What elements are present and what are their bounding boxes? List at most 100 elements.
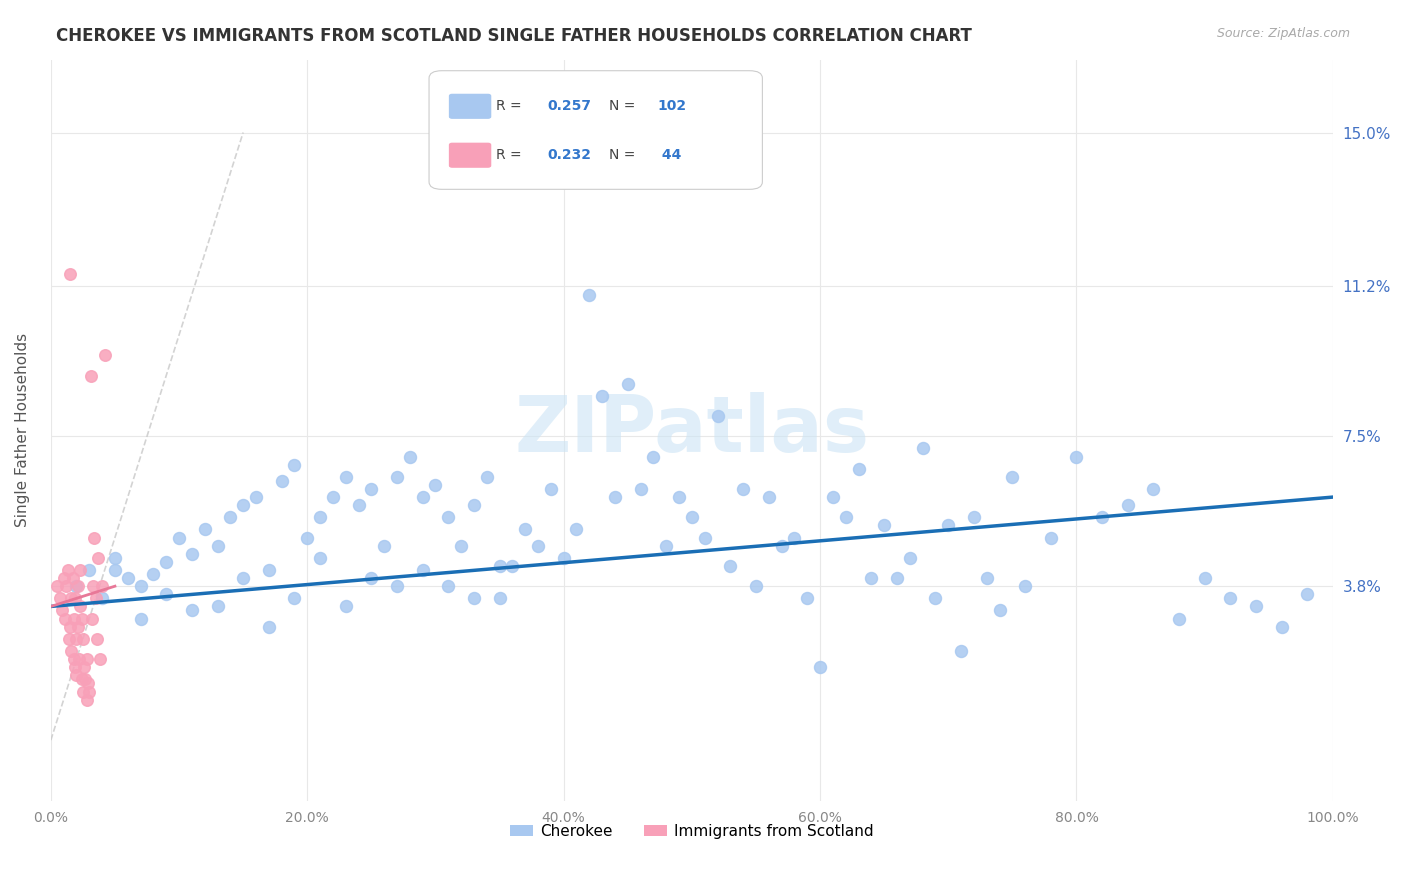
Point <box>52 571 75 585</box>
Y-axis label: Single Father Households: Single Father Households <box>15 334 30 527</box>
Point <box>335 599 357 614</box>
Point <box>385 579 408 593</box>
Point <box>796 591 818 606</box>
Point <box>643 450 665 464</box>
FancyBboxPatch shape <box>450 144 491 167</box>
Point <box>117 571 139 585</box>
Point <box>335 470 357 484</box>
Point <box>591 389 613 403</box>
Point <box>450 539 472 553</box>
Point <box>155 555 177 569</box>
Point <box>848 461 870 475</box>
Point <box>488 558 510 573</box>
Point <box>347 498 370 512</box>
Point <box>950 644 973 658</box>
Point <box>59 620 82 634</box>
Point <box>745 579 768 593</box>
Point <box>86 632 108 646</box>
Point <box>1066 450 1088 464</box>
Point <box>69 599 91 614</box>
Point <box>540 482 562 496</box>
Point <box>83 531 105 545</box>
Point <box>66 579 89 593</box>
Point <box>69 563 91 577</box>
Point <box>630 482 652 496</box>
Point <box>219 510 242 524</box>
Text: CHEROKEE VS IMMIGRANTS FROM SCOTLAND SINGLE FATHER HOUSEHOLDS CORRELATION CHART: CHEROKEE VS IMMIGRANTS FROM SCOTLAND SIN… <box>56 27 972 45</box>
Text: Source: ZipAtlas.com: Source: ZipAtlas.com <box>1216 27 1350 40</box>
Point <box>437 510 460 524</box>
Point <box>180 603 202 617</box>
Point <box>668 490 690 504</box>
Point <box>142 567 165 582</box>
Point <box>770 539 793 553</box>
Point <box>91 579 114 593</box>
Point <box>412 563 434 577</box>
Point <box>297 531 319 545</box>
Point <box>578 287 600 301</box>
Point <box>873 518 896 533</box>
Point <box>72 684 94 698</box>
Point <box>373 539 395 553</box>
Point <box>1244 599 1267 614</box>
Point <box>501 558 523 573</box>
Point <box>322 490 344 504</box>
Point <box>860 571 883 585</box>
Point <box>65 632 87 646</box>
Text: N =: N = <box>609 99 640 113</box>
Point <box>77 676 100 690</box>
Point <box>59 267 82 281</box>
Text: 102: 102 <box>657 99 686 113</box>
Point <box>898 550 921 565</box>
Legend: Cherokee, Immigrants from Scotland: Cherokee, Immigrants from Scotland <box>503 818 880 845</box>
Point <box>565 523 588 537</box>
Text: 0.257: 0.257 <box>547 99 591 113</box>
Point <box>70 611 93 625</box>
Point <box>412 490 434 504</box>
Point <box>65 579 87 593</box>
Point <box>283 458 305 472</box>
Point <box>51 603 73 617</box>
Point <box>72 632 94 646</box>
Point <box>257 620 280 634</box>
Point <box>821 490 844 504</box>
Point <box>129 611 152 625</box>
Point <box>76 652 98 666</box>
Point <box>463 591 485 606</box>
Point <box>129 579 152 593</box>
Text: ZIPatlas: ZIPatlas <box>515 392 869 468</box>
Point <box>67 652 90 666</box>
Point <box>1091 510 1114 524</box>
Text: 44: 44 <box>657 148 682 162</box>
Point <box>515 523 537 537</box>
Point <box>207 599 229 614</box>
Point <box>75 673 97 687</box>
Point <box>245 490 267 504</box>
Point <box>232 571 254 585</box>
Point <box>1219 591 1241 606</box>
Point <box>693 531 716 545</box>
Point <box>706 409 728 423</box>
FancyBboxPatch shape <box>429 70 762 189</box>
Point <box>66 620 89 634</box>
Point <box>80 611 103 625</box>
Point <box>63 591 86 606</box>
Point <box>385 470 408 484</box>
Point <box>360 571 382 585</box>
Point <box>207 539 229 553</box>
Point <box>91 591 114 606</box>
Point <box>988 603 1011 617</box>
Point <box>180 547 202 561</box>
Point <box>104 550 127 565</box>
Point <box>309 550 332 565</box>
Point <box>232 498 254 512</box>
Point <box>63 652 86 666</box>
Point <box>70 673 93 687</box>
Point <box>63 660 86 674</box>
Point <box>553 550 575 565</box>
Point <box>89 652 111 666</box>
Point <box>76 692 98 706</box>
Point <box>681 510 703 524</box>
Point <box>155 587 177 601</box>
Text: N =: N = <box>609 148 640 162</box>
